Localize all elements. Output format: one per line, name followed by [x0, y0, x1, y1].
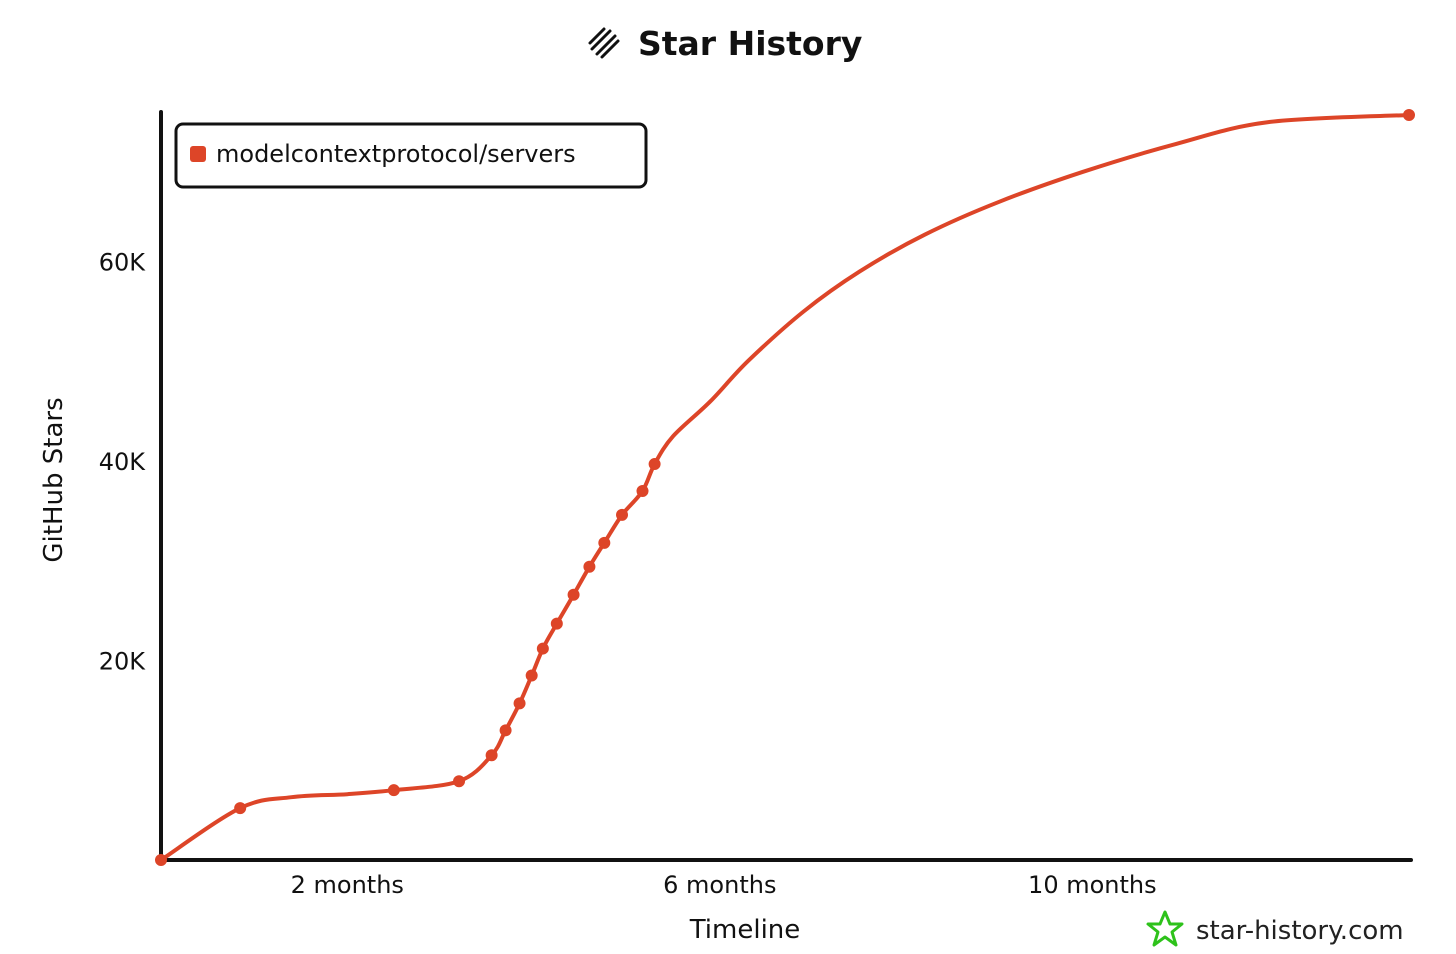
y-tick-label: 20K: [99, 648, 147, 676]
legend-swatch: [190, 146, 206, 162]
x-tick-labels: 2 months 6 months 10 months: [291, 871, 1157, 899]
legend-series-label: modelcontextprotocol/servers: [216, 140, 576, 168]
y-axis-label: GitHub Stars: [39, 397, 69, 562]
watermark[interactable]: star-history.com: [1146, 910, 1404, 947]
x-tick-label: 10 months: [1028, 871, 1157, 899]
data-point[interactable]: [598, 536, 611, 549]
legend: modelcontextprotocol/servers: [174, 122, 648, 189]
legend-box: [174, 122, 648, 189]
data-point[interactable]: [567, 588, 580, 601]
data-point[interactable]: [536, 642, 549, 655]
y-tick-labels: 20K 40K 60K: [99, 249, 147, 676]
series-line: [159, 113, 1411, 862]
watermark-text[interactable]: star-history.com: [1196, 916, 1404, 946]
series-group: [155, 108, 1415, 866]
y-tick-label: 40K: [99, 448, 147, 476]
data-point[interactable]: [513, 697, 526, 710]
data-point[interactable]: [550, 617, 563, 630]
data-point[interactable]: [387, 784, 400, 797]
x-tick-label: 2 months: [291, 871, 404, 899]
data-point[interactable]: [616, 508, 629, 521]
data-point[interactable]: [485, 749, 498, 762]
data-point[interactable]: [499, 724, 512, 737]
data-point[interactable]: [525, 669, 538, 682]
star-icon: [1146, 910, 1184, 947]
data-point[interactable]: [234, 802, 247, 815]
chart-title-group: Star History: [588, 24, 862, 63]
x-axis-label: Timeline: [689, 915, 801, 945]
logo-icon: [588, 27, 620, 59]
x-tick-label: 6 months: [663, 871, 776, 899]
data-point[interactable]: [155, 854, 167, 866]
y-tick-label: 60K: [99, 249, 147, 277]
chart-title: Star History: [638, 24, 862, 63]
data-point[interactable]: [648, 458, 661, 471]
data-point[interactable]: [453, 775, 466, 788]
data-point[interactable]: [583, 560, 596, 573]
data-point[interactable]: [1403, 108, 1415, 121]
data-point[interactable]: [636, 484, 649, 497]
